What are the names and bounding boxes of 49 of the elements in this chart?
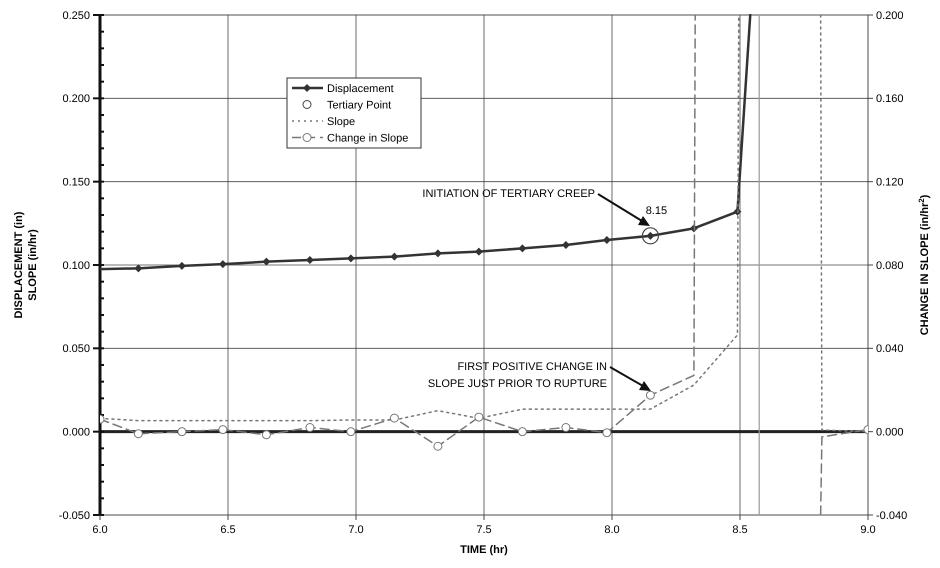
point	[390, 414, 399, 423]
x-tick-label: 9.0	[860, 524, 876, 536]
x-tick-label: 7.0	[348, 524, 364, 536]
y-tick-label: 0.000	[62, 426, 90, 439]
y-tick-label: 0.100	[62, 260, 90, 272]
legend-label: Change in Slope	[327, 132, 408, 144]
point	[218, 425, 228, 434]
point	[262, 430, 271, 440]
point	[434, 249, 442, 258]
x-tick-label: 8.0	[604, 524, 620, 536]
y2-tick-label: 0.040	[876, 343, 904, 356]
point	[646, 390, 655, 400]
x-tick-label: 6.5	[220, 524, 236, 536]
point	[134, 264, 142, 272]
legend-label: Tertiary Point	[327, 99, 392, 112]
point	[602, 236, 611, 244]
x-axis-title: TIME (hr)	[460, 544, 508, 556]
point	[561, 423, 570, 432]
point	[177, 427, 186, 436]
point	[134, 429, 143, 438]
y2-tick-label: 0.200	[876, 10, 904, 22]
point	[346, 254, 355, 262]
line-series	[100, 14, 752, 272]
legend-label: Slope	[327, 116, 356, 128]
point	[602, 428, 612, 438]
y2-tick-label: -0.040	[876, 510, 908, 522]
point	[433, 442, 442, 451]
y-tick-label: 0.150	[62, 176, 90, 189]
annotation: 8.15	[646, 204, 668, 217]
point	[518, 427, 527, 436]
point	[642, 227, 659, 244]
x-tick-label: 8.5	[732, 524, 748, 536]
legend-label: Displacement	[327, 82, 394, 95]
y-tick-label: -0.050	[58, 510, 90, 522]
point	[305, 423, 314, 432]
x-tick-label: 7.5	[476, 524, 492, 536]
y-tick-label: 0.200	[62, 93, 90, 106]
y2-tick-label: 0.120	[876, 176, 904, 189]
point	[262, 258, 270, 266]
y-axis-title: DISPLACEMENT (in) SLOPE (in/hr)	[13, 211, 39, 318]
y2-tick-label: 0.080	[876, 260, 904, 272]
y2-tick-label: 0.160	[876, 93, 904, 106]
y-tick-label: 0.050	[62, 343, 90, 356]
point	[518, 244, 526, 252]
point	[474, 412, 484, 422]
point	[346, 427, 356, 436]
y-tick-label: 0.250	[62, 10, 90, 22]
y2-tick-label: 0.000	[876, 426, 904, 439]
x-tick-label: 6.0	[92, 524, 108, 536]
